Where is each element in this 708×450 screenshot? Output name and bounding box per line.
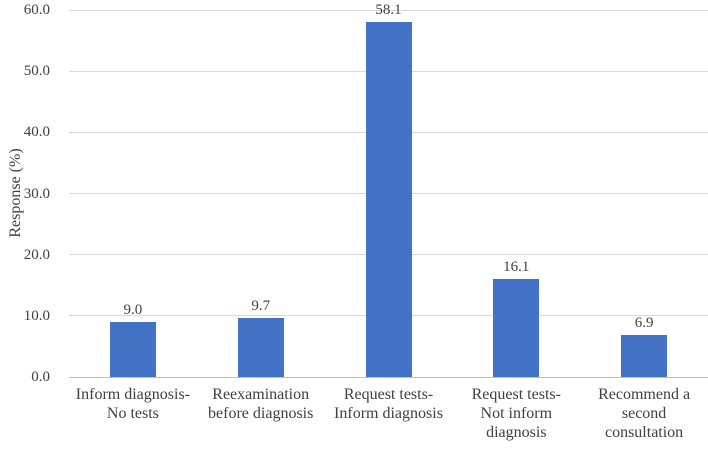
- bar-value-label: 9.7: [251, 297, 271, 314]
- bar: [493, 278, 540, 377]
- category-label: Request tests- Not inform diagnosis: [471, 386, 561, 441]
- y-axis-tick-label: 60.0: [23, 2, 50, 18]
- y-axis-tick-label: 0.0: [31, 369, 50, 385]
- category-label: Inform diagnosis- No tests: [75, 386, 190, 422]
- bar: [109, 321, 156, 377]
- gridline: [69, 9, 708, 11]
- category-label: Reexamination before diagnosis: [208, 386, 314, 422]
- bar: [621, 334, 668, 377]
- y-axis-tick-label: 10.0: [23, 307, 50, 324]
- y-axis-tick-label: 40.0: [23, 124, 50, 141]
- bar: [365, 21, 412, 377]
- bar: [237, 317, 284, 377]
- x-axis-line: [69, 376, 708, 378]
- category-label: Request tests- Inform diagnosis: [334, 386, 443, 422]
- y-axis-tick-label: 30.0: [23, 185, 50, 202]
- bar-value-label: 16.1: [503, 258, 530, 275]
- bar-value-label: 58.1: [375, 1, 402, 18]
- bar-value-label: 9.0: [123, 301, 143, 318]
- category-label: Recommend a second consultation: [598, 386, 691, 441]
- y-axis-tick-label: 20.0: [23, 246, 50, 263]
- y-axis-tick-label: 50.0: [23, 63, 50, 80]
- bar-value-label: 6.9: [634, 314, 654, 331]
